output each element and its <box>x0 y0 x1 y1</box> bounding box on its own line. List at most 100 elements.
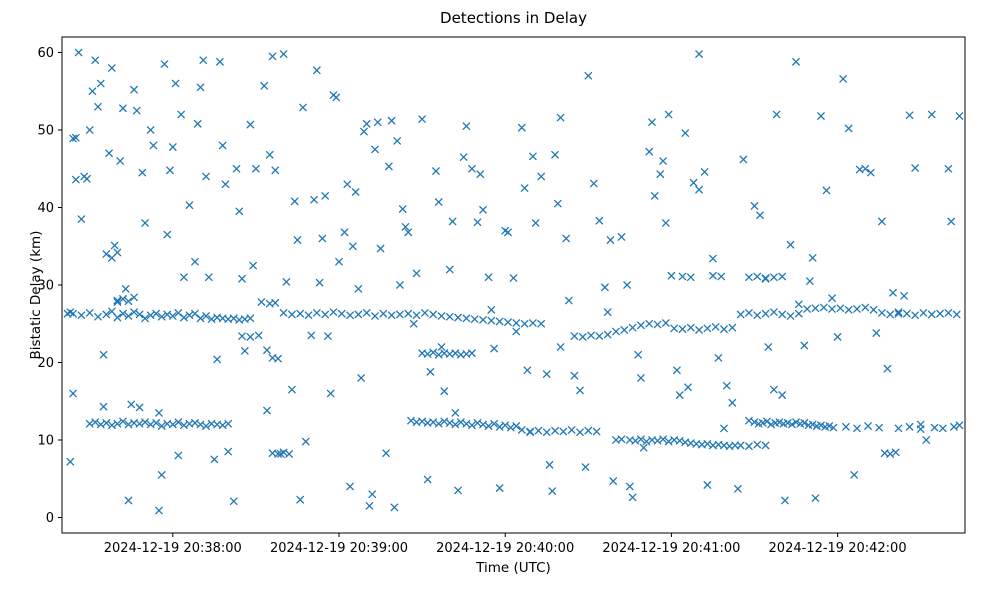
data-point-marker <box>99 402 108 411</box>
data-point-marker <box>437 312 446 320</box>
data-point-marker <box>445 265 454 274</box>
data-point-marker <box>285 450 293 458</box>
data-point-marker <box>332 93 341 102</box>
data-point-marker <box>875 423 883 432</box>
axes-frame <box>61 36 966 534</box>
data-point-marker <box>454 313 462 322</box>
data-point-marker <box>108 64 116 72</box>
data-point-marker <box>811 494 820 502</box>
data-point-marker <box>792 57 800 66</box>
data-point-marker <box>418 115 426 123</box>
data-point-marker <box>819 303 828 312</box>
data-point-marker <box>686 273 695 282</box>
data-point-marker <box>753 440 762 449</box>
data-point-marker <box>825 422 834 430</box>
data-point-marker <box>434 419 443 428</box>
data-point-marker <box>581 463 590 471</box>
data-point-marker <box>786 240 795 249</box>
data-point-marker <box>637 435 645 444</box>
data-point-marker <box>767 420 775 429</box>
data-point-marker <box>340 228 349 237</box>
data-point-marker <box>612 327 620 336</box>
data-point-marker <box>761 274 770 282</box>
data-point-marker <box>329 308 338 316</box>
data-point-marker <box>911 311 919 320</box>
data-point-marker <box>794 300 803 309</box>
data-point-marker <box>664 110 673 119</box>
data-point-marker <box>168 312 177 320</box>
data-point-marker <box>495 484 504 492</box>
data-point-marker <box>872 329 881 337</box>
data-point-marker <box>77 215 86 223</box>
data-point-marker <box>829 423 838 432</box>
data-point-marker <box>202 422 210 430</box>
data-point-marker <box>102 250 111 258</box>
data-point-marker <box>141 418 149 427</box>
data-point-marker <box>180 273 188 282</box>
data-point-marker <box>504 228 512 237</box>
data-point-marker <box>745 442 753 451</box>
data-point-marker <box>930 423 939 432</box>
data-point-marker <box>346 311 354 320</box>
data-point-marker <box>454 486 462 495</box>
data-point-marker <box>512 327 521 336</box>
data-point-marker <box>321 192 329 200</box>
data-point-marker <box>74 48 83 57</box>
data-point-marker <box>763 417 771 426</box>
data-point-marker <box>894 308 903 316</box>
data-point-marker <box>221 180 230 189</box>
data-point-marker <box>542 428 551 437</box>
data-point-marker <box>224 447 233 456</box>
data-point-marker <box>487 305 496 314</box>
data-point-marker <box>520 319 529 328</box>
data-point-marker <box>603 308 612 316</box>
data-point-marker <box>916 425 925 433</box>
data-point-marker <box>753 272 762 281</box>
data-point-marker <box>459 153 468 161</box>
data-point-marker <box>324 332 332 340</box>
data-point-marker <box>512 422 521 430</box>
data-point-marker <box>440 387 449 396</box>
data-point-marker <box>517 123 526 132</box>
data-point-marker <box>99 350 108 359</box>
data-point-marker <box>772 110 781 119</box>
data-point-marker <box>734 484 742 493</box>
data-point-marker <box>91 418 100 427</box>
data-point-marker <box>678 325 687 334</box>
data-point-marker <box>312 309 321 317</box>
data-point-marker <box>202 312 210 320</box>
data-point-marker <box>623 281 631 289</box>
data-point-marker <box>764 343 773 351</box>
data-point-marker <box>432 167 440 175</box>
data-point-marker <box>271 298 280 307</box>
data-point-marker <box>684 383 692 392</box>
x-tick-label: 2024-12-19 20:38:00 <box>104 541 242 556</box>
data-point-marker <box>398 205 407 213</box>
data-point-marker <box>952 310 961 319</box>
data-point-marker <box>218 141 227 150</box>
data-point-marker <box>551 150 559 159</box>
data-point-marker <box>645 147 654 156</box>
data-point-marker <box>927 110 936 119</box>
data-point-marker <box>271 166 280 175</box>
data-point-marker <box>490 344 498 353</box>
data-point-marker <box>426 367 435 376</box>
data-point-marker <box>91 56 100 65</box>
data-point-marker <box>168 143 177 151</box>
data-point-marker <box>174 418 183 427</box>
data-point-marker <box>628 323 637 332</box>
data-point-marker <box>249 261 257 270</box>
data-point-marker <box>310 195 318 204</box>
data-point-marker <box>204 273 213 282</box>
data-point-marker <box>83 174 91 183</box>
data-point-marker <box>343 180 352 189</box>
data-point-marker <box>703 324 712 333</box>
data-point-marker <box>393 137 402 145</box>
data-point-marker <box>213 355 221 364</box>
data-point-marker <box>803 305 811 313</box>
data-point-marker <box>102 419 111 427</box>
data-point-marker <box>199 56 208 65</box>
data-point-marker <box>362 119 371 128</box>
